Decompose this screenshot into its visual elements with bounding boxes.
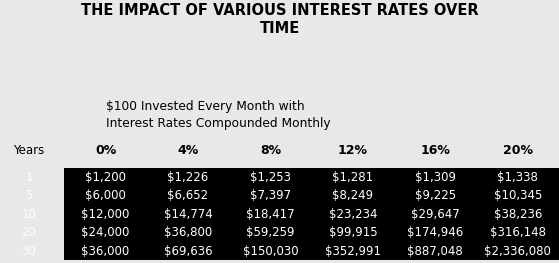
Text: $1,338: $1,338 — [498, 171, 538, 184]
Text: $150,030: $150,030 — [243, 245, 299, 258]
Text: $10,345: $10,345 — [494, 189, 542, 203]
Text: 5: 5 — [25, 189, 32, 203]
Text: 16%: 16% — [420, 144, 450, 157]
Text: $100 Invested Every Month with
Interest Rates Compounded Monthly: $100 Invested Every Month with Interest … — [106, 100, 331, 130]
Text: $1,309: $1,309 — [415, 171, 456, 184]
Text: 4%: 4% — [177, 144, 198, 157]
Text: $1,226: $1,226 — [167, 171, 209, 184]
Text: 10: 10 — [21, 208, 36, 221]
Text: $8,249: $8,249 — [332, 189, 373, 203]
Text: $9,225: $9,225 — [415, 189, 456, 203]
Text: $1,281: $1,281 — [332, 171, 373, 184]
Text: $12,000: $12,000 — [81, 208, 130, 221]
Text: 20: 20 — [21, 226, 36, 239]
Text: $99,915: $99,915 — [329, 226, 377, 239]
Text: $7,397: $7,397 — [250, 189, 291, 203]
Text: $69,636: $69,636 — [164, 245, 212, 258]
Text: $1,253: $1,253 — [250, 171, 291, 184]
Text: 20%: 20% — [503, 144, 533, 157]
Text: 1: 1 — [25, 171, 32, 184]
Text: $24,000: $24,000 — [81, 226, 130, 239]
Text: $23,234: $23,234 — [329, 208, 377, 221]
Text: $2,336,080: $2,336,080 — [484, 245, 551, 258]
Text: $36,000: $36,000 — [82, 245, 130, 258]
Text: $29,647: $29,647 — [411, 208, 459, 221]
Text: THE IMPACT OF VARIOUS INTEREST RATES OVER
TIME: THE IMPACT OF VARIOUS INTEREST RATES OVE… — [80, 3, 479, 36]
Text: $1,200: $1,200 — [85, 171, 126, 184]
Text: $38,236: $38,236 — [494, 208, 542, 221]
Text: $887,048: $887,048 — [408, 245, 463, 258]
Text: 8%: 8% — [260, 144, 281, 157]
Text: $174,946: $174,946 — [407, 226, 463, 239]
FancyBboxPatch shape — [64, 168, 559, 260]
Text: $59,259: $59,259 — [246, 226, 295, 239]
Text: $6,652: $6,652 — [167, 189, 209, 203]
Text: $352,991: $352,991 — [325, 245, 381, 258]
Text: $316,148: $316,148 — [490, 226, 546, 239]
Text: 30: 30 — [22, 245, 36, 258]
Text: $18,417: $18,417 — [246, 208, 295, 221]
Text: $14,774: $14,774 — [164, 208, 212, 221]
Text: Years: Years — [13, 144, 45, 157]
Text: $6,000: $6,000 — [85, 189, 126, 203]
Text: 0%: 0% — [95, 144, 116, 157]
Text: 12%: 12% — [338, 144, 368, 157]
Text: $36,800: $36,800 — [164, 226, 212, 239]
